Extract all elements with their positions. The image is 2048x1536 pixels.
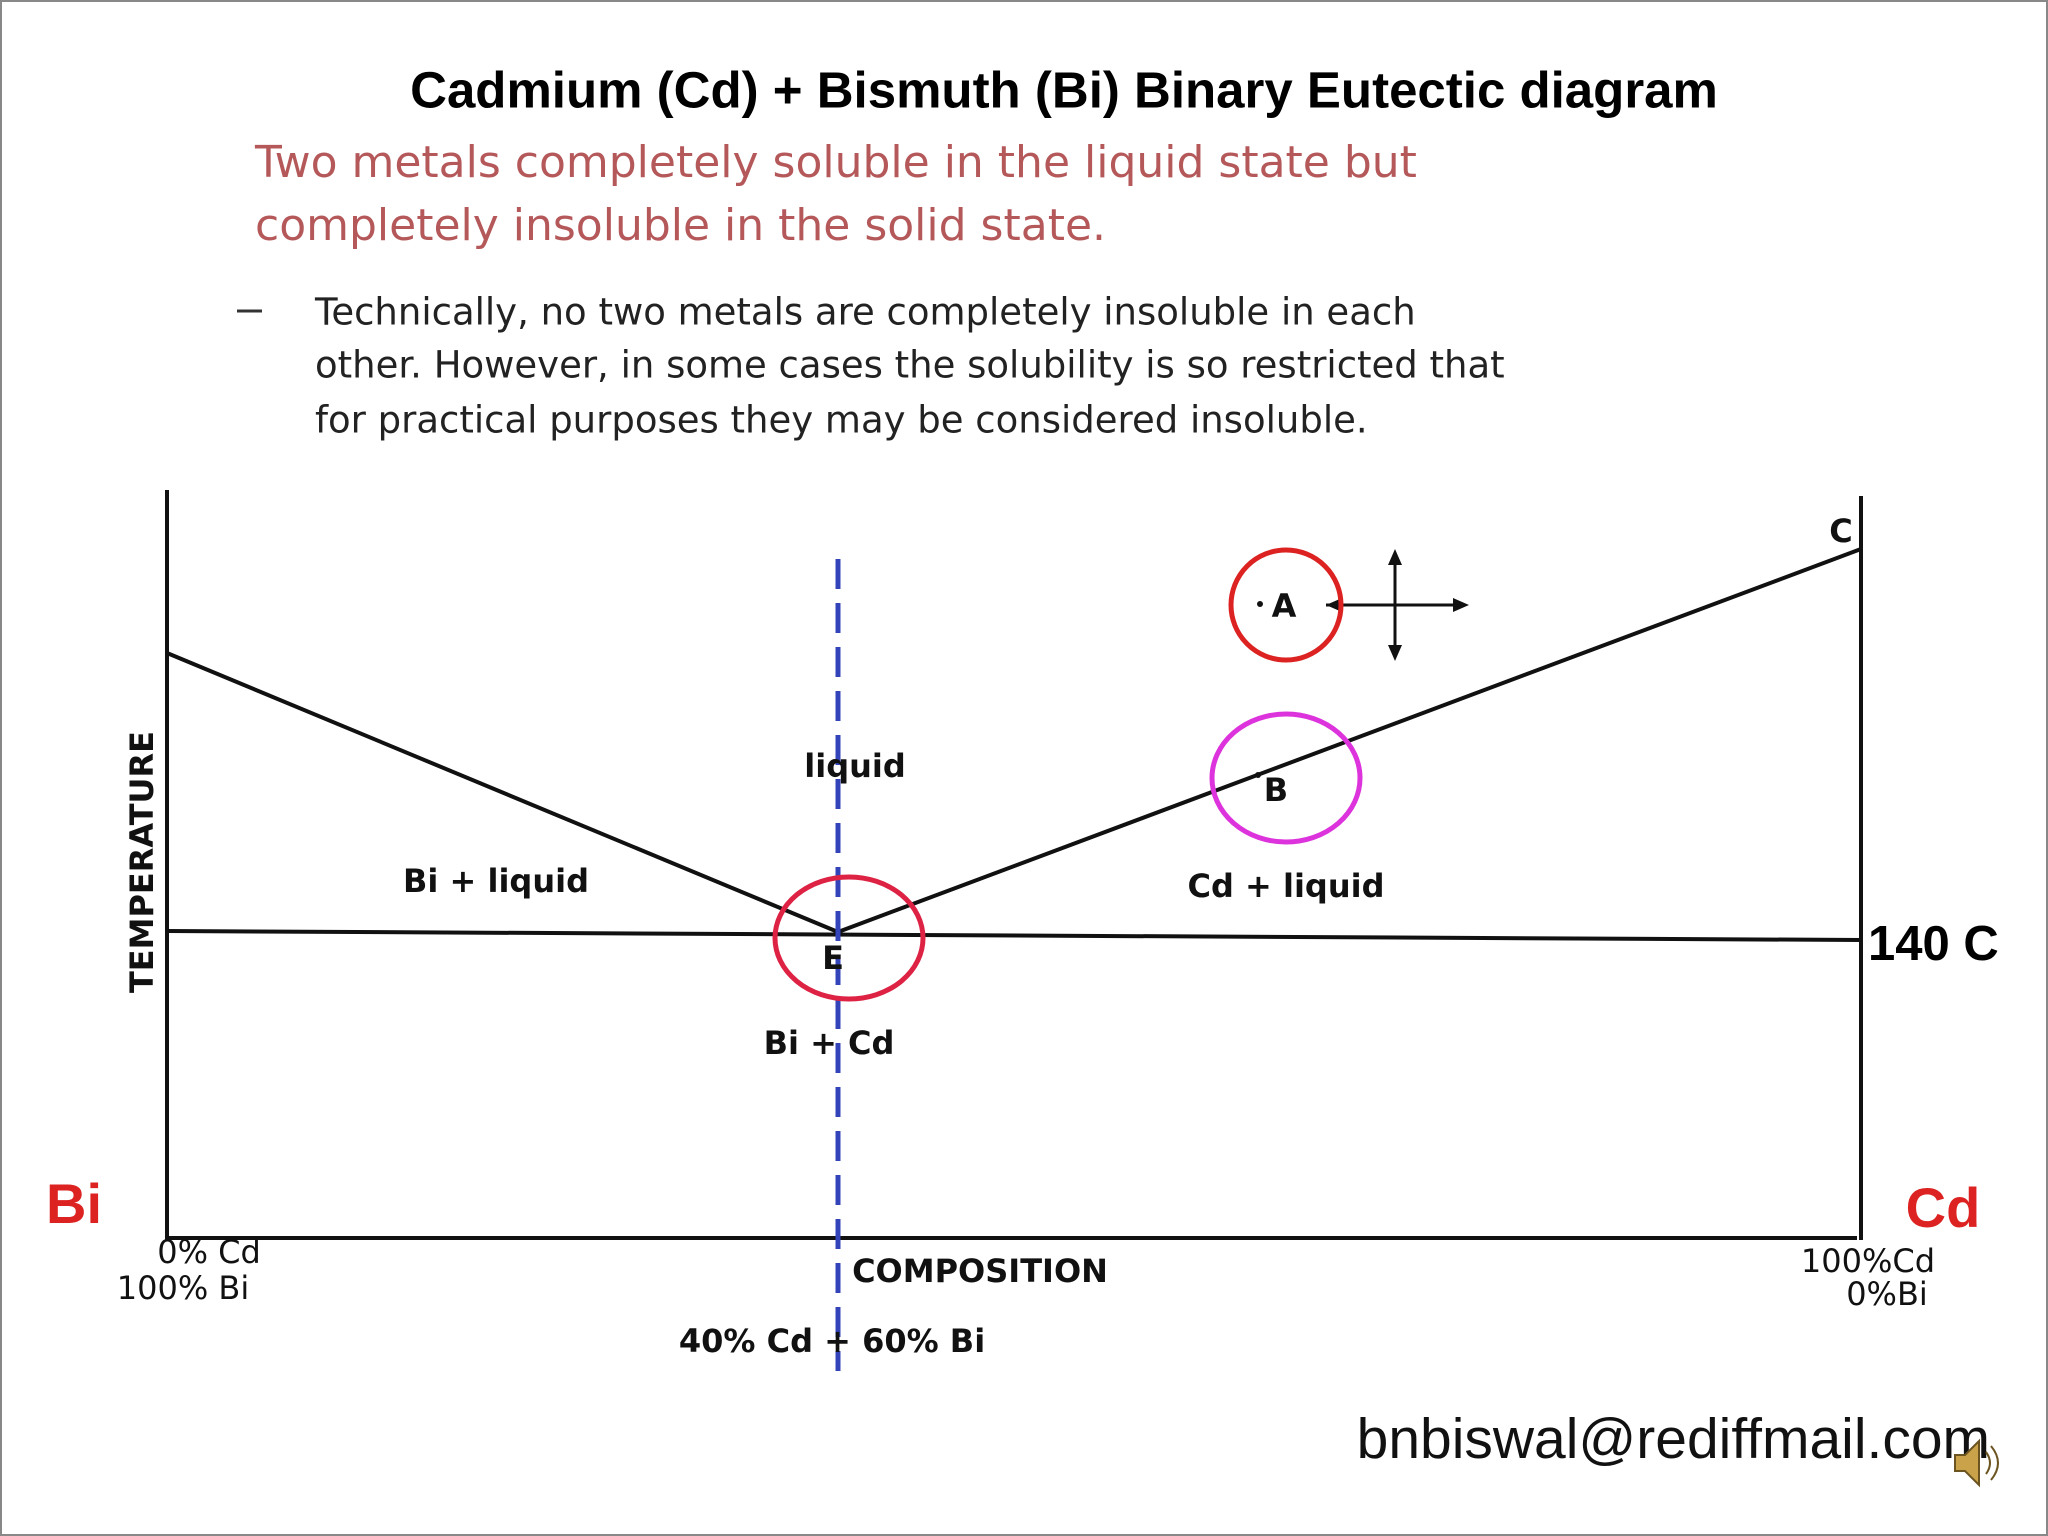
eutectic-composition: 40% Cd + 60% Bi bbox=[679, 1322, 985, 1360]
point-label: A bbox=[1272, 587, 1297, 625]
point-label: B bbox=[1264, 771, 1288, 809]
point-label: C bbox=[1829, 512, 1852, 550]
right-metal: Cd bbox=[1906, 1176, 1981, 1239]
title: Cadmium (Cd) + Bismuth (Bi) Binary Eutec… bbox=[410, 61, 1718, 118]
speaker-icon[interactable] bbox=[1954, 1438, 1999, 1488]
eutectic-line bbox=[166, 929, 1862, 942]
point-label: E bbox=[822, 939, 844, 977]
footer-email: bnbiswal@rediffmail.com bbox=[1357, 1407, 1990, 1471]
circle-b bbox=[1209, 711, 1363, 845]
region-label: Bi + Cd bbox=[764, 1024, 895, 1062]
left-end-line: 0% Cd bbox=[157, 1233, 261, 1271]
bullet-line: for practical purposes they may be consi… bbox=[315, 399, 1368, 442]
subtitle-line: completely insoluble in the solid state. bbox=[255, 200, 1106, 251]
region-label: liquid bbox=[804, 747, 906, 785]
liquidus-right bbox=[837, 547, 1862, 934]
phase-diagram bbox=[165, 490, 1863, 1240]
liquidus-left bbox=[166, 651, 839, 934]
subtitle-line: Two metals completely soluble in the liq… bbox=[254, 137, 1417, 188]
y-axis-label: TEMPERATURE bbox=[123, 731, 161, 993]
point-dot bbox=[1257, 601, 1263, 607]
region-label: Cd + liquid bbox=[1188, 867, 1385, 905]
right-end-line: 100%Cd bbox=[1801, 1242, 1935, 1280]
circle-e bbox=[772, 874, 926, 1002]
point-dot bbox=[1255, 772, 1261, 778]
left-metal: Bi bbox=[46, 1172, 102, 1235]
bullet-line: other. However, in some cases the solubi… bbox=[315, 344, 1505, 387]
eutectic-temperature: 140 C bbox=[1868, 917, 1999, 971]
x-axis-label: COMPOSITION bbox=[852, 1252, 1108, 1290]
circle-a bbox=[1228, 547, 1344, 663]
left-end-line: 100% Bi bbox=[117, 1269, 250, 1307]
speaker-waves[interactable] bbox=[1985, 1445, 1999, 1481]
bullet-line: Technically, no two metals are completel… bbox=[314, 291, 1416, 334]
speaker-body[interactable] bbox=[1954, 1438, 1980, 1488]
region-label: Bi + liquid bbox=[403, 862, 589, 900]
right-end-line: 0%Bi bbox=[1846, 1275, 1928, 1313]
